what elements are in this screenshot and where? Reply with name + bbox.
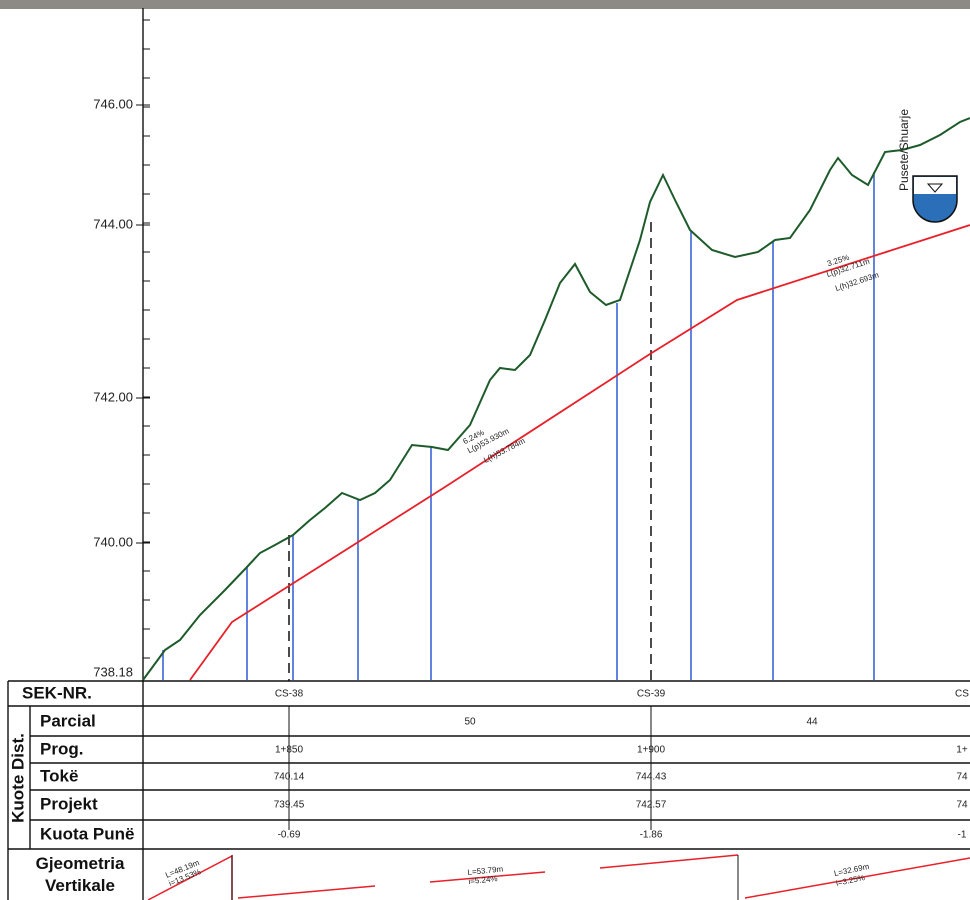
row-label: Kuota Punë <box>40 824 134 843</box>
parcial: 50 <box>464 717 476 728</box>
geom-label: L=53.79m i=5.24% <box>467 864 504 886</box>
row-label-box: Gjeometria Vertikale <box>35 854 125 895</box>
table-columns: CS-381+850740.14739.45-0.69CS-391+900744… <box>274 689 970 841</box>
cell: 74 <box>956 772 968 783</box>
geom-length: L=53.79m <box>467 864 504 877</box>
cell: 1+ <box>956 745 968 756</box>
structure-label: Pusete/Shuarje <box>897 109 911 191</box>
row-label: Parcial <box>40 711 96 730</box>
cell: CS-39 <box>637 689 666 700</box>
scan-strip <box>0 0 970 9</box>
grade <box>744 857 970 899</box>
row-label: Tokë <box>40 766 78 785</box>
cell: CS <box>955 689 969 700</box>
segment-2-label: 3.25% L(p)32.711m L(h)32.693m <box>825 253 880 293</box>
station-lines <box>162 172 875 680</box>
grade <box>429 871 546 883</box>
y-label: 740.00 <box>93 534 133 549</box>
parcial: 44 <box>806 717 818 728</box>
geom-slope: i=5.24% <box>468 874 498 886</box>
cell: 74 <box>956 800 968 811</box>
cell: 739.45 <box>274 800 305 811</box>
table: Kuote Dist. SEK-NR. Parcial Prog. Tokë P… <box>7 680 970 900</box>
cell: 1+900 <box>637 745 666 756</box>
row-label: Prog. <box>40 739 83 758</box>
y-label: 738.18 <box>93 664 133 679</box>
side-label: Kuote Dist. <box>8 733 27 823</box>
y-label: 742.00 <box>93 389 133 404</box>
water-symbol <box>926 183 944 193</box>
cell: 1+850 <box>275 745 304 756</box>
design-line <box>189 224 970 681</box>
y-label: 744.00 <box>93 216 133 231</box>
cell: -1.86 <box>640 830 663 841</box>
axis-labels: 746.00 744.00 742.00 740.00 738.18 <box>93 96 133 679</box>
row-label: Gjeometria Vertikale <box>35 854 125 895</box>
cell: CS-38 <box>275 689 304 700</box>
manhole-icon <box>912 175 958 223</box>
row-label: SEK-NR. <box>22 683 92 702</box>
axis-ticks <box>136 19 150 659</box>
grade <box>599 854 739 869</box>
cell: 742.57 <box>636 800 667 811</box>
row-label: Projekt <box>40 794 98 813</box>
cell: 744.43 <box>636 772 667 783</box>
cell: 740.14 <box>274 772 305 783</box>
cell: -0.69 <box>278 830 301 841</box>
manhole-top <box>914 177 956 194</box>
y-label: 746.00 <box>93 96 133 111</box>
cell: -1 <box>958 830 967 841</box>
ground-line <box>142 117 970 681</box>
grade <box>237 885 376 899</box>
